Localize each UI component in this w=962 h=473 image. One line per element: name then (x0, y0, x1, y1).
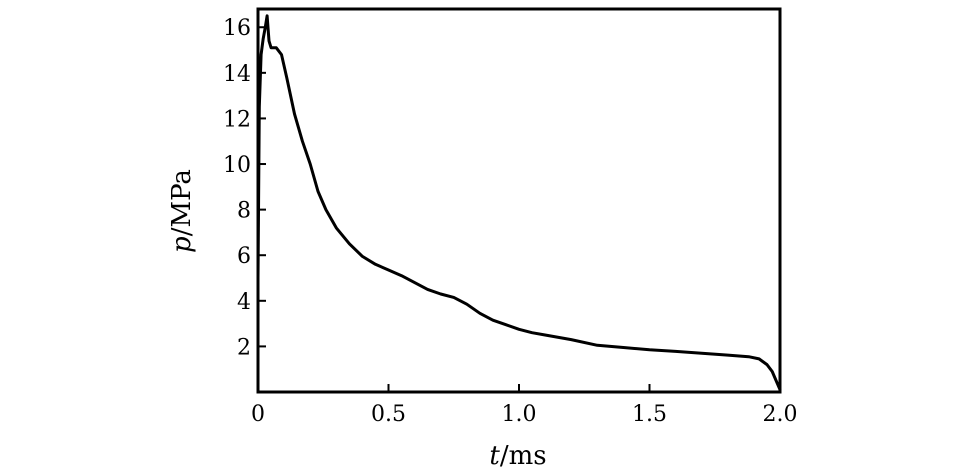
x-axis-var: t (489, 441, 500, 471)
y-tick-label: 4 (237, 290, 251, 315)
x-tick-label: 1.0 (502, 402, 537, 427)
y-axis-label: p/MPa (167, 169, 197, 253)
y-tick-label: 10 (223, 153, 251, 178)
y-tick-label: 8 (237, 199, 251, 224)
y-tick-label: 14 (223, 62, 251, 87)
y-tick-label: 16 (223, 16, 251, 41)
y-axis-unit: /MPa (167, 169, 197, 236)
x-tick-label: 1.5 (632, 402, 667, 427)
tick-labels: 0 0.5 1.0 1.5 2.0 2 4 6 8 10 12 14 16 (223, 16, 798, 427)
x-axis-label: t/ms (489, 441, 546, 471)
y-tick-label: 6 (237, 244, 251, 269)
x-tick-label: 0 (251, 402, 265, 427)
pressure-curve (256, 14, 782, 392)
y-axis-var: p (167, 236, 197, 253)
plot-frame (256, 7, 782, 394)
x-tick-label: 0.5 (371, 402, 406, 427)
x-tick-label: 2.0 (763, 402, 798, 427)
y-tick-label: 2 (237, 335, 251, 360)
y-tick-label: 12 (223, 107, 251, 132)
axis-ticks (257, 26, 781, 392)
x-axis-unit: /ms (500, 441, 547, 471)
